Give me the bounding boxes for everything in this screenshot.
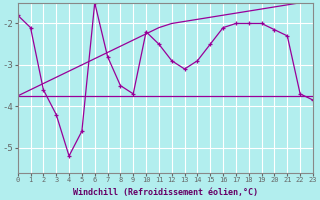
X-axis label: Windchill (Refroidissement éolien,°C): Windchill (Refroidissement éolien,°C) <box>73 188 258 197</box>
